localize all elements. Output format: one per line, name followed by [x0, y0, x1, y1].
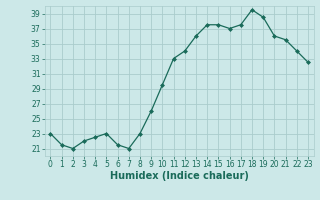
X-axis label: Humidex (Indice chaleur): Humidex (Indice chaleur): [110, 171, 249, 181]
